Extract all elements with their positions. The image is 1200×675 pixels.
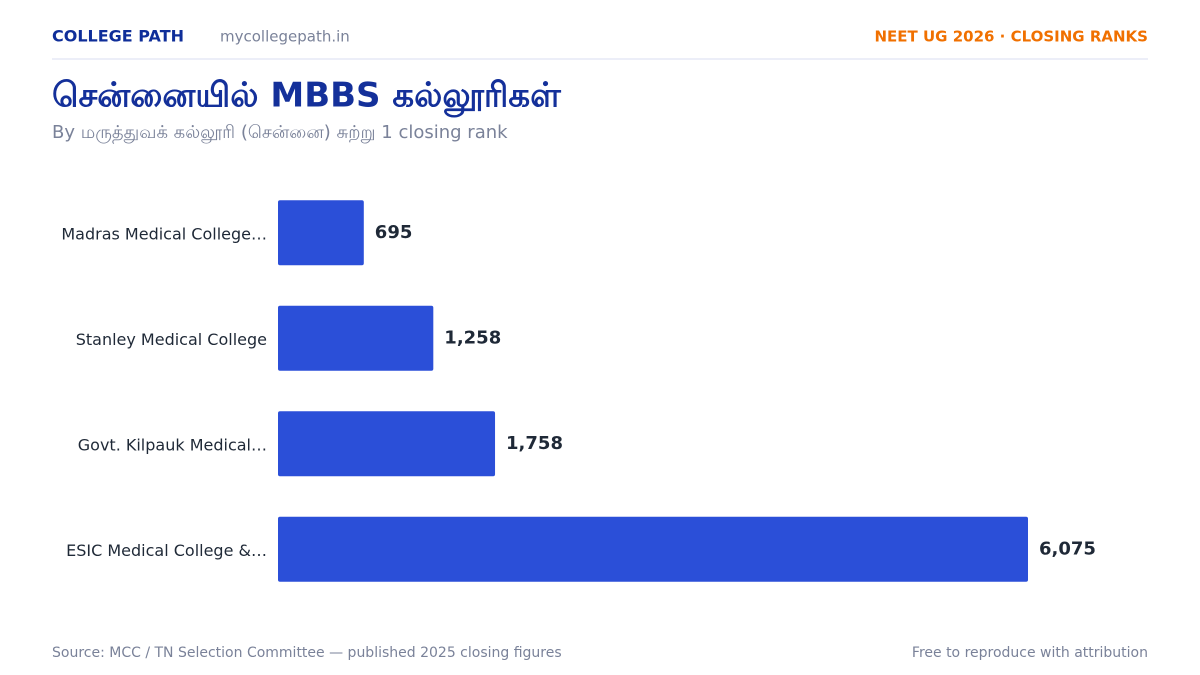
bar [278, 305, 434, 371]
value-label: 695 [375, 222, 413, 243]
category-label: ESIC Medical College &… [66, 541, 267, 560]
bar [278, 200, 364, 266]
tag: NEET UG 2026 · CLOSING RANKS [874, 28, 1148, 46]
category-label: Govt. Kilpauk Medical… [78, 435, 267, 454]
footer-source: Source: MCC / TN Selection Committee — p… [52, 645, 562, 661]
chart-subtitle: By மருத்துவக் கல்லூரி (சென்னை) சுற்று 1 … [52, 122, 508, 144]
value-label: 1,758 [506, 433, 563, 454]
value-label: 1,258 [444, 327, 501, 348]
footer-note: Free to reproduce with attribution [912, 645, 1148, 661]
value-label: 6,075 [1039, 538, 1096, 559]
bar [278, 516, 1028, 582]
bar [278, 411, 496, 477]
category-label: Madras Medical College… [61, 224, 267, 243]
category-label: Stanley Medical College [76, 330, 267, 349]
brand[interactable]: COLLEGE PATH [52, 27, 184, 46]
site-url[interactable]: mycollegepath.in [220, 28, 350, 46]
chart-title: சென்னையில் MBBS கல்லூரிகள் [52, 76, 561, 118]
